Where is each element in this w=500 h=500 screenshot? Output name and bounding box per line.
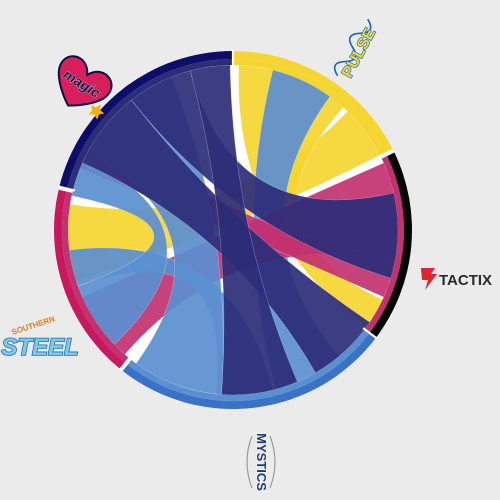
arc-inner-southern-steel: [62, 191, 130, 363]
arc-separator-1: [379, 150, 396, 160]
tactix-logo: TACTIX: [421, 268, 492, 290]
arc-inner-mystics: [127, 329, 370, 401]
arc-outer-mystics: [122, 332, 376, 409]
chord-ribbons: [56, 53, 410, 407]
mystics-logo: MYSTICS: [246, 433, 276, 492]
pulse-logo-text: PULSE: [339, 25, 379, 80]
chord-ribbon-10: [189, 64, 298, 396]
arc-outer-southern-steel: [54, 189, 126, 370]
magic-logo: magic: [57, 55, 113, 120]
arc-outer-pulse: [233, 51, 393, 153]
arc-inner-pulse: [233, 59, 386, 156]
arc-inner-tactix: [364, 155, 405, 333]
arc-separator-3: [118, 355, 132, 371]
pulse-logo: PULSE: [333, 18, 380, 81]
tactix-mark-icon: [421, 268, 437, 290]
southern-steel-logo: SOUTHERN STEEL: [1, 314, 80, 361]
mystics-logo-text: MYSTICS: [254, 433, 269, 491]
arc-inner-magic: [67, 59, 233, 191]
team-arcs: [54, 50, 412, 409]
arc-separator-4: [58, 185, 76, 192]
steel-logo-main-text: STEEL: [1, 334, 78, 361]
arc-separator-2: [362, 327, 378, 340]
magic-heart-icon: [57, 55, 113, 107]
magic-star-icon: [88, 104, 105, 120]
tactix-logo-text: TACTIX: [439, 272, 492, 289]
arc-outer-magic: [59, 51, 234, 189]
arc-outer-tactix: [369, 151, 412, 338]
